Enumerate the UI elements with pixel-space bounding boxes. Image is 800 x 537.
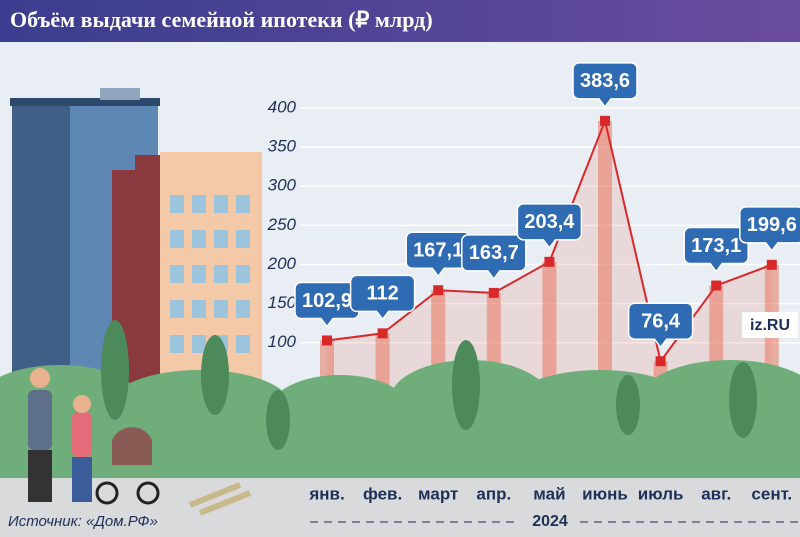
logo-box [742, 312, 798, 338]
x-tick-label: март [418, 484, 458, 503]
value-label: 167,1 [413, 240, 463, 262]
y-tick-label: 150 [268, 293, 297, 312]
y-tick-label: 200 [267, 254, 297, 273]
marker [433, 285, 444, 296]
logo: iz.RU [750, 317, 790, 334]
x-tick-label: сент. [751, 484, 792, 503]
value-label: 203,4 [524, 211, 575, 233]
x-tick-label: июль [638, 484, 684, 503]
value-label: 383,6 [580, 70, 630, 92]
x-tick-label: май [533, 484, 565, 503]
y-tick-label: 300 [268, 176, 297, 195]
ground [0, 478, 800, 537]
marker [488, 287, 499, 298]
x-tick-label: фев. [363, 484, 402, 503]
y-tick-label: 400 [268, 97, 297, 116]
marker [377, 328, 388, 339]
marker [711, 280, 722, 291]
y-tick-label: 250 [267, 215, 297, 234]
x-axis-label: 2024 [532, 513, 568, 530]
callout [572, 62, 638, 109]
value-label: 76,4 [641, 310, 681, 332]
marker [544, 256, 555, 267]
callout [627, 302, 694, 349]
marker [766, 259, 777, 270]
source: Источник: «Дом.РФ» [8, 513, 158, 530]
chart-title: Объём выдачи семейной ипотеки (₽ млрд) [10, 7, 433, 32]
x-tick-label: апр. [476, 484, 511, 503]
callout [516, 203, 583, 250]
marker [655, 356, 666, 367]
callout [739, 206, 800, 253]
y-tick-label: 100 [268, 332, 297, 351]
marker [600, 115, 610, 126]
value-label: 173,1 [691, 235, 741, 257]
callout [349, 274, 416, 321]
value-label: 199,6 [747, 214, 797, 236]
value-label: 112 [366, 283, 398, 305]
value-label: 102,9 [302, 290, 352, 312]
x-tick-label: авг. [701, 484, 731, 503]
marker [322, 335, 332, 346]
y-tick-label: 350 [268, 137, 297, 156]
value-label: 163,7 [469, 242, 519, 264]
x-tick-label: янв. [308, 484, 344, 503]
x-tick-label: июнь [582, 484, 628, 503]
family [28, 368, 252, 516]
title-bar [0, 0, 800, 42]
